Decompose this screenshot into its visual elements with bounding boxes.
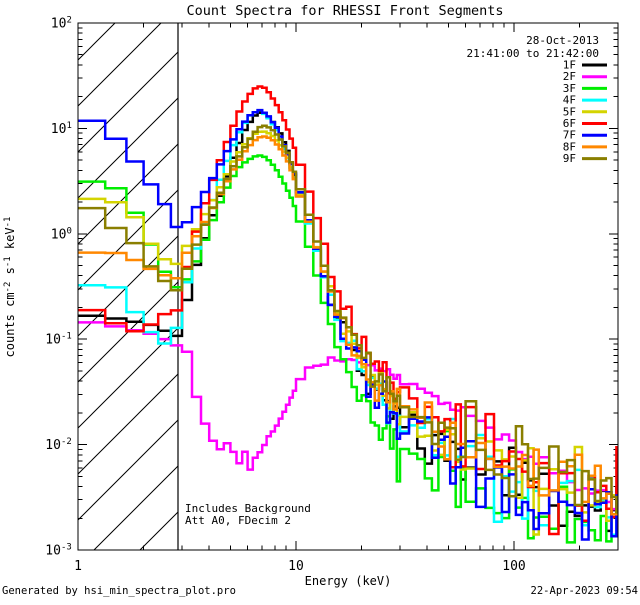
- legend-date: 28-Oct-2013: [526, 34, 599, 47]
- y-tick-label: 10-3: [45, 543, 72, 559]
- legend-label-4F: 4F: [563, 94, 576, 107]
- y-tick-label: 100: [51, 226, 72, 242]
- legend-label-5F: 5F: [563, 105, 576, 118]
- y-tick-label: 10-1: [45, 332, 72, 348]
- hatched-exclusion-region: [78, 23, 178, 550]
- plot-frame: [77, 22, 619, 551]
- y-tick-labels: 10-3 10-2 10-1 100 101 102: [45, 16, 72, 559]
- legend-label-9F: 9F: [563, 152, 576, 165]
- annotation-attenuator: Att A0, FDecim 2: [185, 514, 291, 527]
- footer-generator: Generated by hsi_min_spectra_plot.pro: [2, 585, 236, 597]
- chart-title: Count Spectra for RHESSI Front Segments: [187, 3, 504, 19]
- legend-label-2F: 2F: [563, 70, 576, 83]
- legend-label-1F: 1F: [563, 59, 576, 72]
- y-axis-label: counts cm-2 s-1 keV-1: [3, 217, 17, 358]
- spectra-curves: [78, 85, 618, 544]
- legend-label-3F: 3F: [563, 82, 576, 95]
- legend-label-8F: 8F: [563, 140, 576, 153]
- y-tick-label: 101: [51, 121, 72, 137]
- legend-time-range: 21:41:00 to 21:42:00: [467, 47, 599, 60]
- x-axis-label: Energy (keV): [305, 574, 392, 588]
- x-tick-labels: 1 10 100: [74, 559, 526, 574]
- footer-datetime: 22-Apr-2023 09:54: [531, 585, 638, 597]
- series-curve-5F: [78, 130, 618, 536]
- legend-label-6F: 6F: [563, 117, 576, 130]
- legend-label-7F: 7F: [563, 129, 576, 142]
- series-curve-9F: [78, 124, 618, 514]
- x-tick-label: 10: [288, 559, 304, 574]
- annotation-includes-background: Includes Background: [185, 502, 311, 515]
- y-tick-label: 10-2: [45, 437, 72, 453]
- x-tick-label: 100: [502, 559, 525, 574]
- series-curve-7F: [78, 108, 618, 541]
- x-tick-label: 1: [74, 559, 82, 574]
- y-tick-label: 102: [51, 16, 72, 32]
